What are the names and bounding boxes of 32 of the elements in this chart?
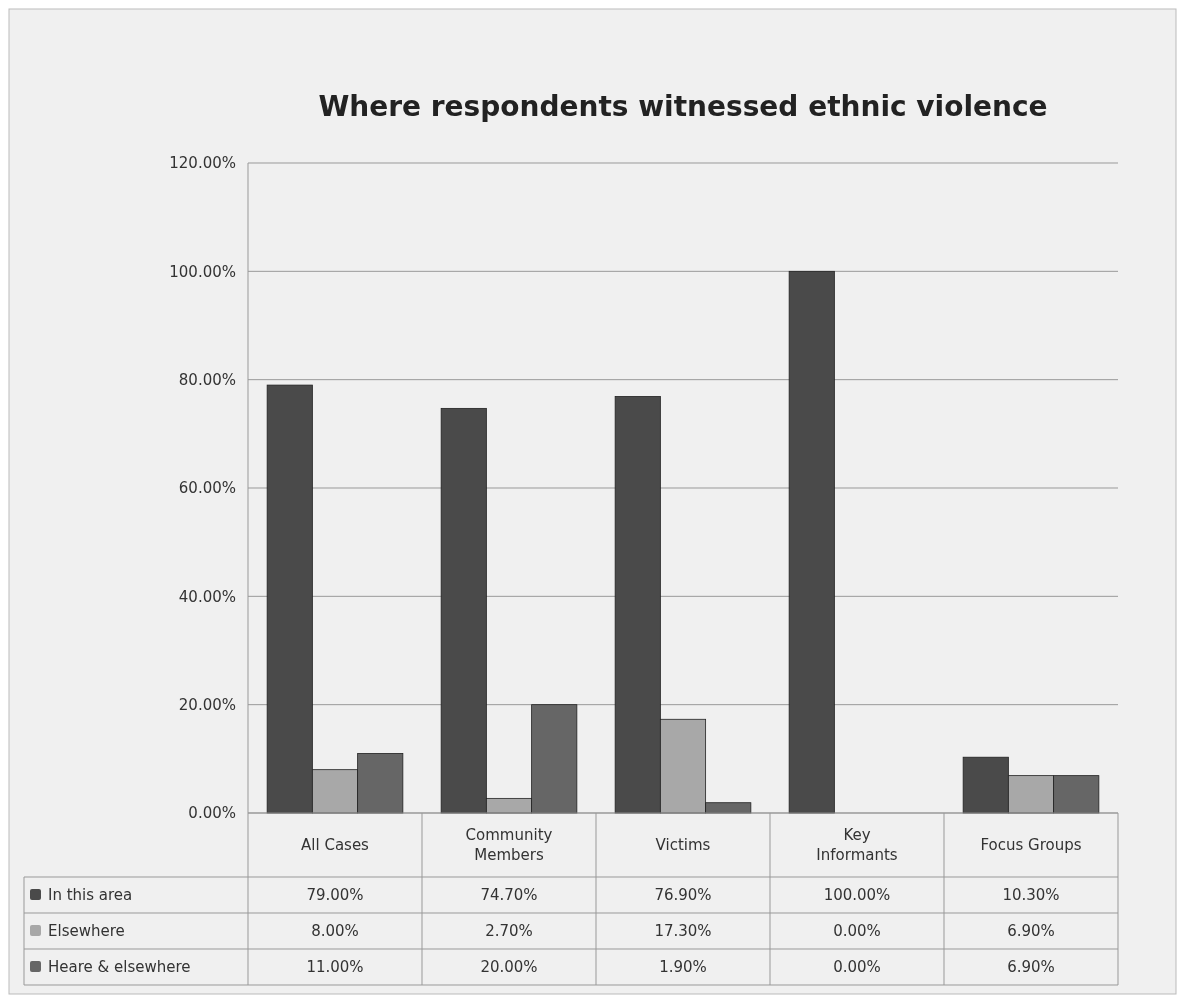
y-tick-label: 80.00% [178, 370, 236, 389]
data-label: 1.90% [659, 958, 707, 977]
data-label: 76.90% [654, 886, 712, 905]
y-tick-label: 0.00% [188, 804, 236, 823]
y-tick-label: 120.00% [169, 154, 236, 173]
y-tick-label: 100.00% [169, 262, 236, 281]
data-label: 100.00% [823, 886, 891, 905]
y-tick-label: 40.00% [178, 587, 236, 606]
data-label: 20.00% [480, 958, 538, 977]
legend-label: In this area [48, 886, 133, 905]
data-label: 6.90% [1007, 922, 1055, 941]
data-label: 8.00% [311, 922, 359, 941]
data-label: 6.90% [1007, 958, 1055, 977]
data-label: 17.30% [654, 922, 712, 941]
x-tick-label: Victims [655, 836, 711, 855]
chart-title: Where respondents witnessed ethnic violence [318, 90, 1048, 123]
legend-label: Heare & elsewhere [48, 958, 191, 977]
x-tick-label: Key Informants [816, 826, 898, 865]
x-tick-label: All Cases [301, 836, 370, 855]
data-label: 2.70% [485, 922, 533, 941]
x-tick-label: Community Members [465, 826, 553, 865]
data-label: 11.00% [306, 958, 364, 977]
y-tick-label: 20.00% [178, 695, 236, 714]
data-label: 74.70% [480, 886, 538, 905]
legend-label: Elsewhere [48, 922, 125, 941]
x-tick-label: Focus Groups [980, 836, 1082, 855]
bar [788, 270, 835, 814]
data-label: 0.00% [833, 958, 881, 977]
y-tick-label: 60.00% [178, 479, 236, 498]
data-label: 10.30% [1002, 886, 1060, 905]
data-label: 79.00% [306, 886, 364, 905]
data-label: 0.00% [833, 922, 881, 941]
